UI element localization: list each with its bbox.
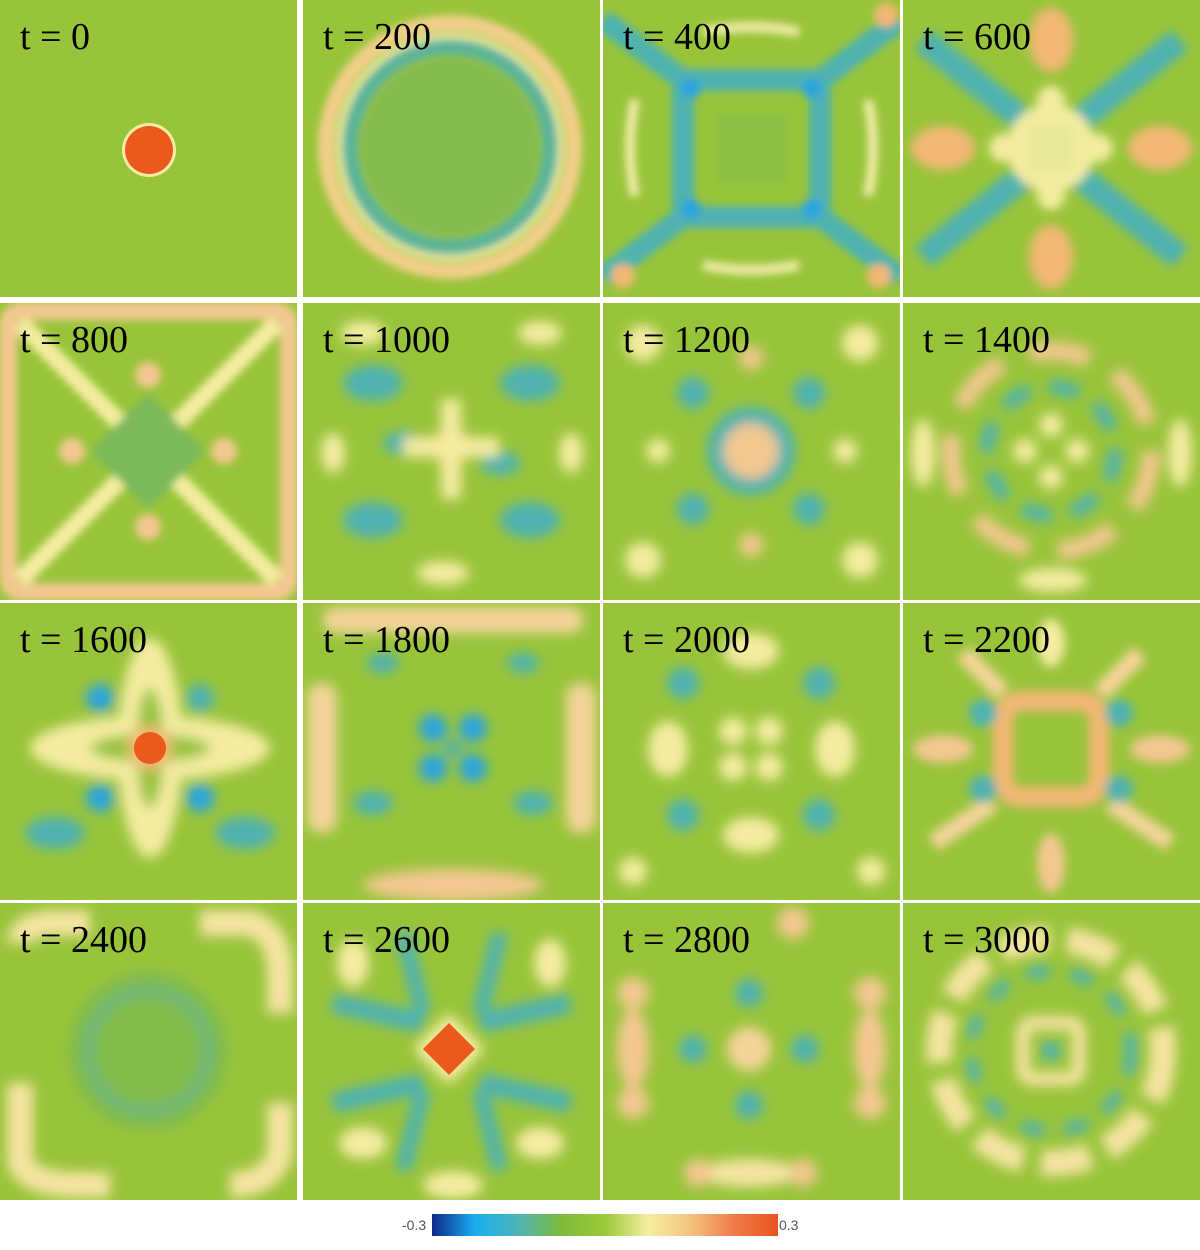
panel-t2600: t = 2600 — [303, 903, 600, 1200]
field-t600 — [903, 0, 1200, 297]
field-t1600 — [0, 603, 297, 900]
panel-t1200: t = 1200 — [603, 303, 900, 600]
time-label: t = 200 — [323, 16, 431, 58]
panel-t1400: t = 1400 — [903, 303, 1200, 600]
panel-t400: t = 400 — [603, 0, 900, 297]
panel-t1000: t = 1000 — [303, 303, 600, 600]
field-t2200 — [903, 603, 1200, 900]
colorbar-max-label: 0.3 — [779, 1217, 799, 1233]
time-label: t = 1600 — [20, 619, 147, 661]
time-label: t = 2200 — [923, 619, 1050, 661]
colorbar-gradient — [432, 1214, 778, 1236]
time-label: t = 2600 — [323, 919, 450, 961]
colorbar: -0.3 0.3 — [398, 1212, 808, 1240]
field-t2000 — [603, 603, 900, 900]
panel-t2800: t = 2800 — [603, 903, 900, 1200]
panel-t200: t = 200 — [303, 0, 600, 297]
field-t2400 — [0, 903, 297, 1200]
panel-t1800: t = 1800 — [303, 603, 600, 900]
panel-t800: t = 800 — [0, 303, 297, 600]
panel-t2400: t = 2400 — [0, 903, 297, 1200]
time-label: t = 800 — [20, 319, 128, 361]
field-t800 — [0, 303, 297, 600]
field-t1400 — [903, 303, 1200, 600]
time-label: t = 1000 — [323, 319, 450, 361]
time-label: t = 2000 — [623, 619, 750, 661]
time-label: t = 2800 — [623, 919, 750, 961]
time-label: t = 2400 — [20, 919, 147, 961]
colorbar-min-label: -0.3 — [402, 1217, 427, 1233]
panel-t600: t = 600 — [903, 0, 1200, 297]
field-t400 — [603, 0, 900, 297]
field-t2800 — [603, 903, 900, 1200]
time-label: t = 1800 — [323, 619, 450, 661]
time-label: t = 1200 — [623, 319, 750, 361]
panel-t0: t = 0 — [0, 0, 297, 297]
time-label: t = 400 — [623, 16, 731, 58]
panel-t2000: t = 2000 — [603, 603, 900, 900]
time-label: t = 600 — [923, 16, 1031, 58]
panel-t1600: t = 1600 — [0, 603, 297, 900]
time-label: t = 1400 — [923, 319, 1050, 361]
field-t1000 — [303, 303, 600, 600]
field-t2600 — [303, 903, 600, 1200]
field-t200 — [303, 0, 600, 297]
field-t0 — [0, 0, 297, 297]
panel-grid: t = 0 t = 200 — [0, 0, 1200, 1200]
time-label: t = 0 — [20, 16, 90, 58]
field-t1200 — [603, 303, 900, 600]
panel-t3000: t = 3000 — [903, 903, 1200, 1200]
field-t1800 — [303, 603, 600, 900]
time-label: t = 3000 — [923, 919, 1050, 961]
field-t3000 — [903, 903, 1200, 1200]
panel-t2200: t = 2200 — [903, 603, 1200, 900]
